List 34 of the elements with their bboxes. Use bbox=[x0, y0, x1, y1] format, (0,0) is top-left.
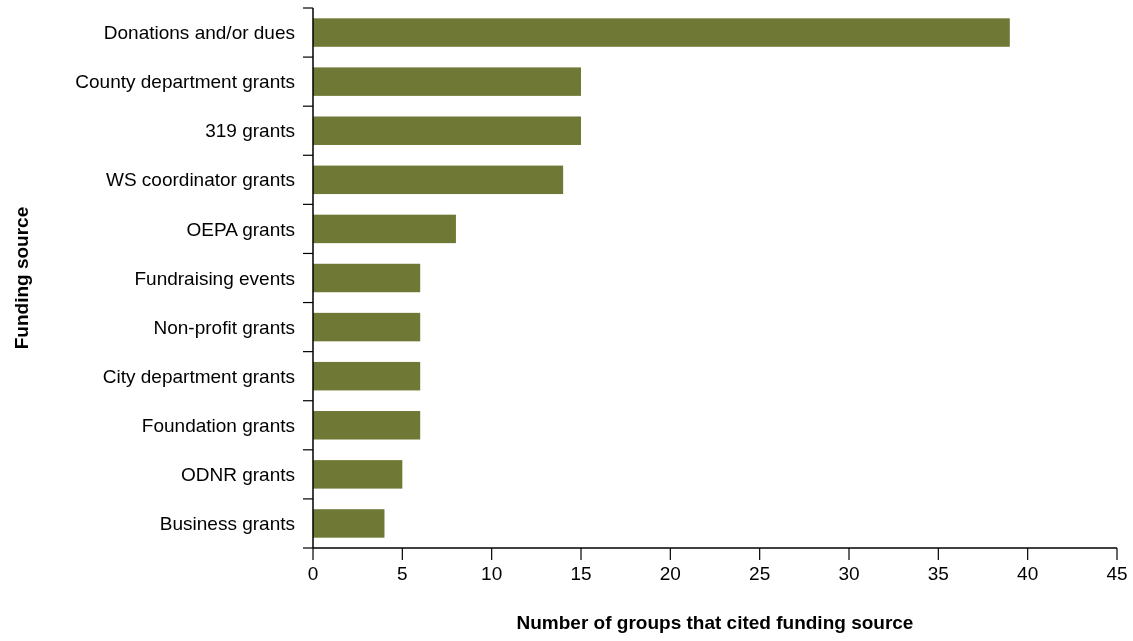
y-axis-title: Funding source bbox=[11, 206, 32, 350]
bar bbox=[313, 263, 421, 293]
x-tick-label: 10 bbox=[481, 563, 503, 584]
bar bbox=[313, 411, 421, 440]
x-tick-label: 40 bbox=[1017, 563, 1039, 584]
bar bbox=[313, 460, 403, 489]
bar bbox=[313, 312, 421, 342]
x-tick-label: 20 bbox=[659, 563, 681, 584]
bar bbox=[313, 18, 1010, 47]
y-tick-label: WS coordinator grants bbox=[105, 169, 295, 191]
y-tick-label: Donations and/or dues bbox=[103, 22, 295, 44]
bar bbox=[313, 361, 421, 391]
y-tick-label: ODNR grants bbox=[180, 464, 295, 486]
x-tick-label: 0 bbox=[307, 563, 319, 584]
y-tick-label: City department grants bbox=[102, 365, 295, 387]
x-tick-label: 15 bbox=[570, 563, 592, 584]
y-tick-label: OEPA grants bbox=[186, 218, 295, 240]
bar bbox=[313, 509, 385, 538]
y-tick-label: Fundraising events bbox=[134, 267, 295, 289]
y-tick-label: Foundation grants bbox=[141, 414, 295, 436]
x-tick-label: 25 bbox=[749, 563, 771, 584]
y-tick-label: County department grants bbox=[75, 71, 295, 93]
bar bbox=[313, 67, 581, 96]
bar bbox=[313, 165, 564, 195]
x-tick-label: 35 bbox=[927, 563, 949, 584]
x-tick-label: 5 bbox=[397, 563, 408, 584]
bar bbox=[313, 214, 456, 244]
y-tick-label: Non-profit grants bbox=[153, 316, 295, 338]
x-axis-title: Number of groups that cited funding source bbox=[516, 612, 914, 633]
y-tick-label: Business grants bbox=[159, 513, 295, 535]
x-tick-label: 45 bbox=[1106, 563, 1128, 584]
bar bbox=[313, 116, 581, 145]
y-tick-label: 319 grants bbox=[205, 120, 295, 142]
x-tick-label: 30 bbox=[838, 563, 860, 584]
